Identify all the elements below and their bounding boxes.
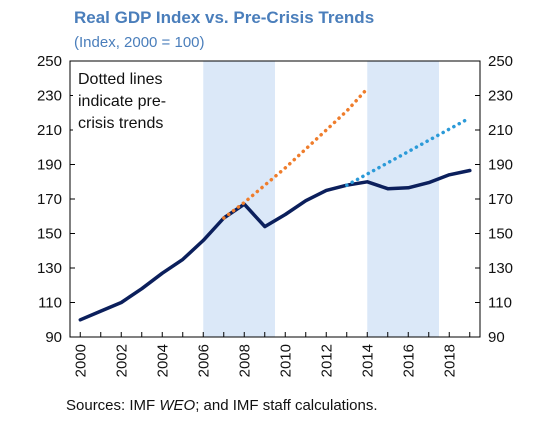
source-note: Sources: IMF WEO; and IMF staff calculat… — [66, 397, 378, 414]
x-tick-label: 2012 — [318, 344, 335, 377]
y-tick-label-left: 250 — [37, 53, 62, 70]
y-tick-label-left: 90 — [45, 329, 62, 346]
chart-subtitle: (Index, 2000 = 100) — [74, 34, 205, 51]
y-tick-label-left: 150 — [37, 226, 62, 243]
x-tick-label: 2000 — [72, 344, 89, 377]
x-tick-label: 2004 — [154, 344, 171, 377]
source-suffix: ; and IMF staff calculations. — [195, 397, 378, 414]
source-italic: WEO — [159, 397, 196, 414]
x-tick-label: 2014 — [359, 344, 376, 377]
x-tick-label: 2010 — [277, 344, 294, 377]
chart-title: Real GDP Index vs. Pre-Crisis Trends — [74, 8, 375, 27]
y-tick-label-left: 170 — [37, 191, 62, 208]
series-line-1 — [78, 168, 472, 322]
y-tick-label-left: 210 — [37, 122, 62, 139]
annotation-box: Dotted lines indicate pre-crisis trends — [73, 65, 184, 141]
annotation-line: crisis trends — [78, 115, 163, 132]
x-tick-label: 2008 — [236, 344, 253, 377]
y-tick-label-right: 150 — [488, 226, 513, 243]
y-tick-label-right: 110 — [488, 295, 512, 312]
series-line-2 — [222, 86, 370, 220]
shaded-region-2 — [367, 61, 439, 337]
y-tick-label-right: 190 — [488, 157, 513, 174]
x-tick-label: 2002 — [113, 344, 130, 377]
source-prefix: Sources: IMF — [66, 397, 160, 414]
x-tick-label: 2018 — [441, 344, 458, 377]
y-tick-label-right: 170 — [488, 191, 513, 208]
y-tick-label-left: 130 — [37, 260, 62, 277]
annotation-background — [73, 65, 184, 141]
y-tick-label-right: 250 — [488, 53, 513, 70]
y-tick-label-right: 130 — [488, 260, 513, 277]
annotation-line: indicate pre- — [78, 93, 166, 110]
y-tick-label-left: 190 — [37, 157, 62, 174]
x-tick-label: 2006 — [195, 344, 212, 377]
shaded-region-1 — [203, 61, 275, 337]
y-tick-label-right: 230 — [488, 88, 513, 105]
y-tick-label-right: 90 — [488, 329, 505, 346]
annotation-line: Dotted lines — [78, 71, 163, 88]
series-line-3 — [345, 116, 472, 187]
y-tick-label-left: 230 — [37, 88, 62, 105]
y-tick-label-right: 210 — [488, 122, 513, 139]
x-tick-label: 2016 — [400, 344, 417, 377]
y-tick-label-left: 110 — [38, 295, 62, 312]
